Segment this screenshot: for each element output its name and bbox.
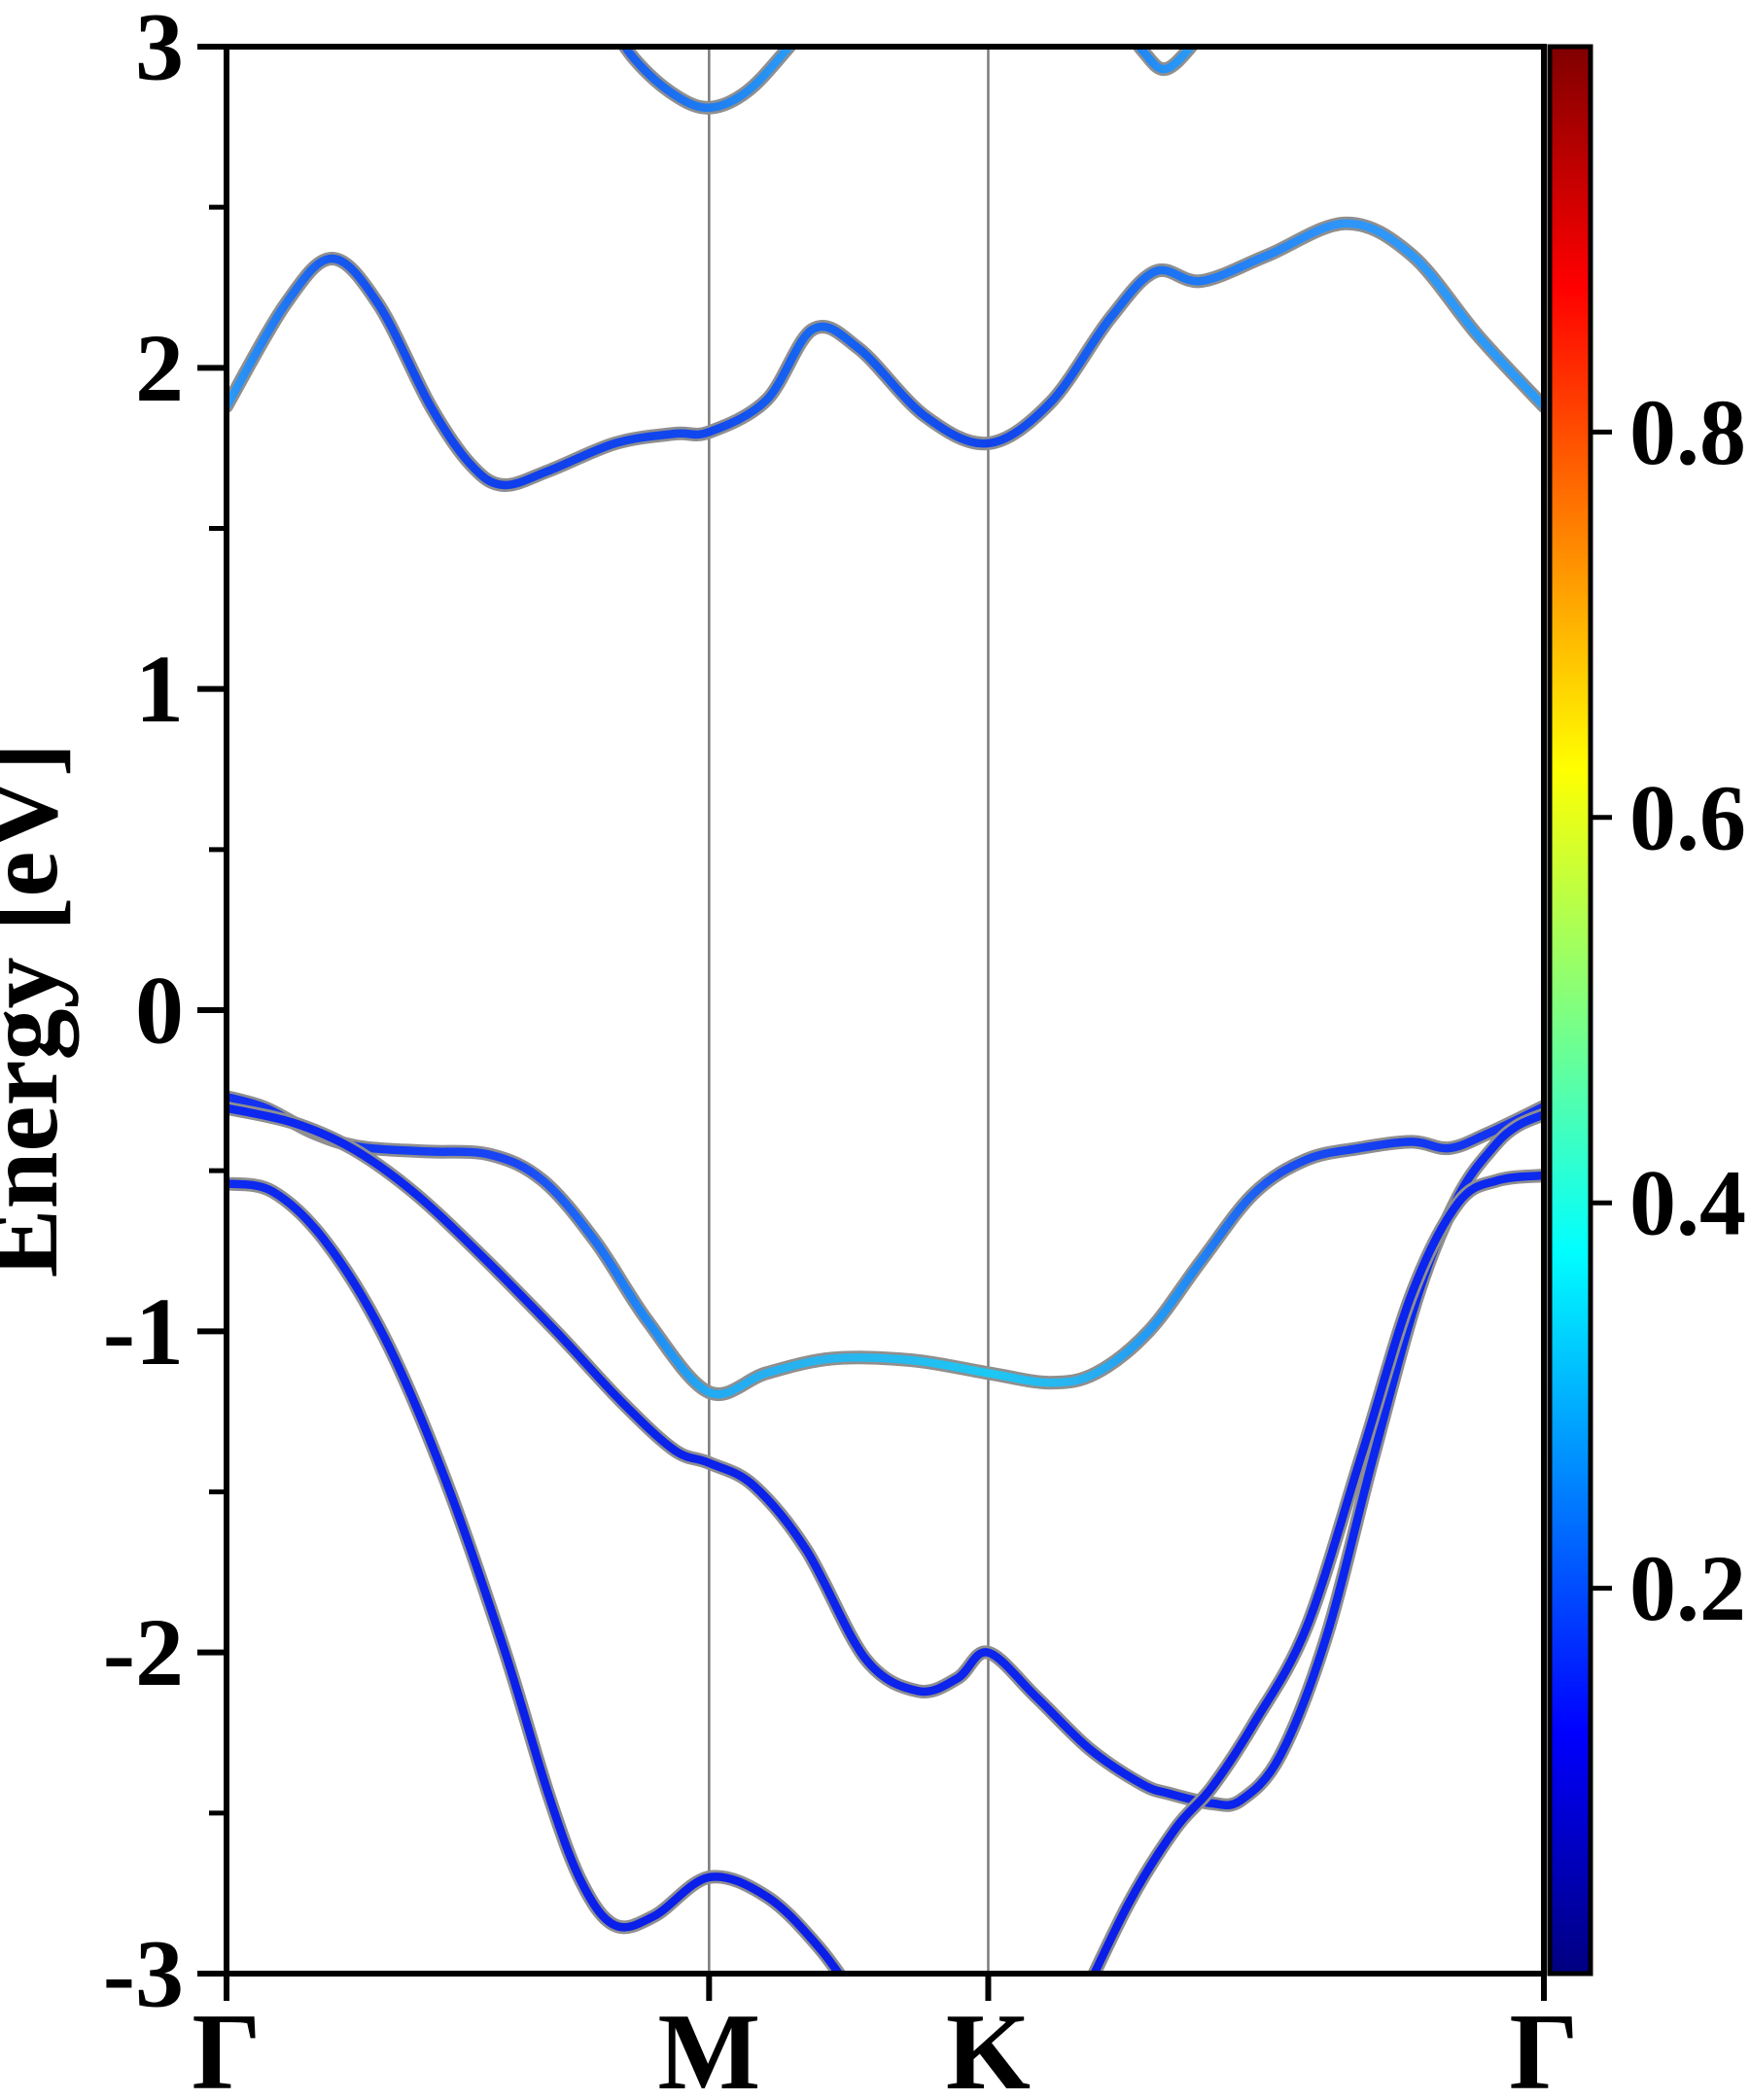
x-tick-label-M: M	[657, 1992, 760, 2100]
colorbar-tick-label: 0.4	[1629, 1151, 1746, 1255]
bands	[229, 50, 1541, 1971]
valence-band-3-left-halo	[229, 1176, 846, 1971]
x-tick-label-Γ: Γ	[192, 1992, 261, 2100]
valence-band-2-halo	[229, 1102, 1541, 1812]
conduction-band-2-M-dip	[621, 50, 792, 113]
colorbar-frame	[1547, 44, 1593, 1977]
y-tick-label: -3	[103, 1920, 184, 2028]
valence-band-3-right-halo	[1088, 1169, 1541, 1971]
conduction-band-3-arc-halo	[1133, 50, 1198, 77]
y-tick-label: -2	[103, 1598, 184, 1706]
conduction-band-3-arc	[1136, 50, 1194, 74]
colorbar: 0.8 0.6 0.4 0.2	[1547, 44, 1746, 1977]
y-tick-label: 0	[135, 957, 184, 1065]
colorbar-gradient	[1550, 47, 1591, 1974]
y-tick-label: 1	[135, 635, 184, 743]
colorbar-tick-label: 0.2	[1629, 1536, 1746, 1640]
y-tick-label: -1	[103, 1278, 184, 1385]
valence-band-2	[229, 1104, 1541, 1810]
colorbar-tick-label: 0.8	[1629, 380, 1746, 484]
valence-band-3-right	[1091, 1172, 1541, 1971]
valence-band-1-flat	[229, 1093, 1541, 1399]
x-tick-label-Γ: Γ	[1509, 1992, 1578, 2100]
colorbar-tick-label: 0.6	[1629, 765, 1746, 869]
y-tick-label: 2	[135, 314, 184, 422]
valence-band-1-flat-halo	[229, 1090, 1541, 1401]
y-axis-title: Energy [eV]	[0, 743, 79, 1278]
conduction-band-1	[229, 219, 1541, 490]
y-tick-label: 3	[135, 0, 184, 101]
x-tick-label-K: K	[946, 1992, 1031, 2100]
y-axis: 3 2 1 0 -1 -2 -3	[103, 0, 227, 2028]
valence-band-3-left	[229, 1179, 843, 1971]
conduction-band-1-halo	[229, 216, 1541, 492]
